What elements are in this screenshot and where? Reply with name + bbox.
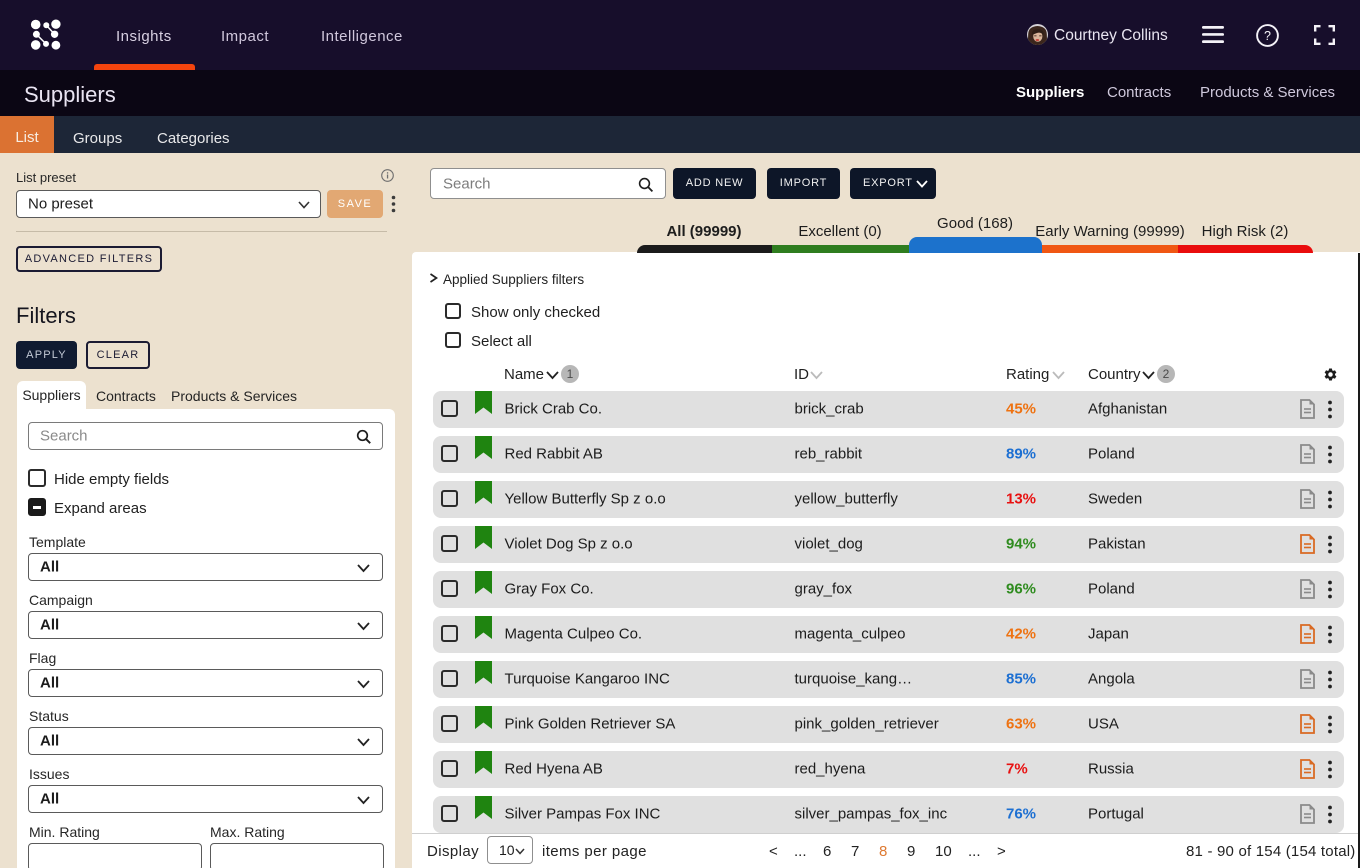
svg-text:?: ? xyxy=(1264,29,1271,43)
